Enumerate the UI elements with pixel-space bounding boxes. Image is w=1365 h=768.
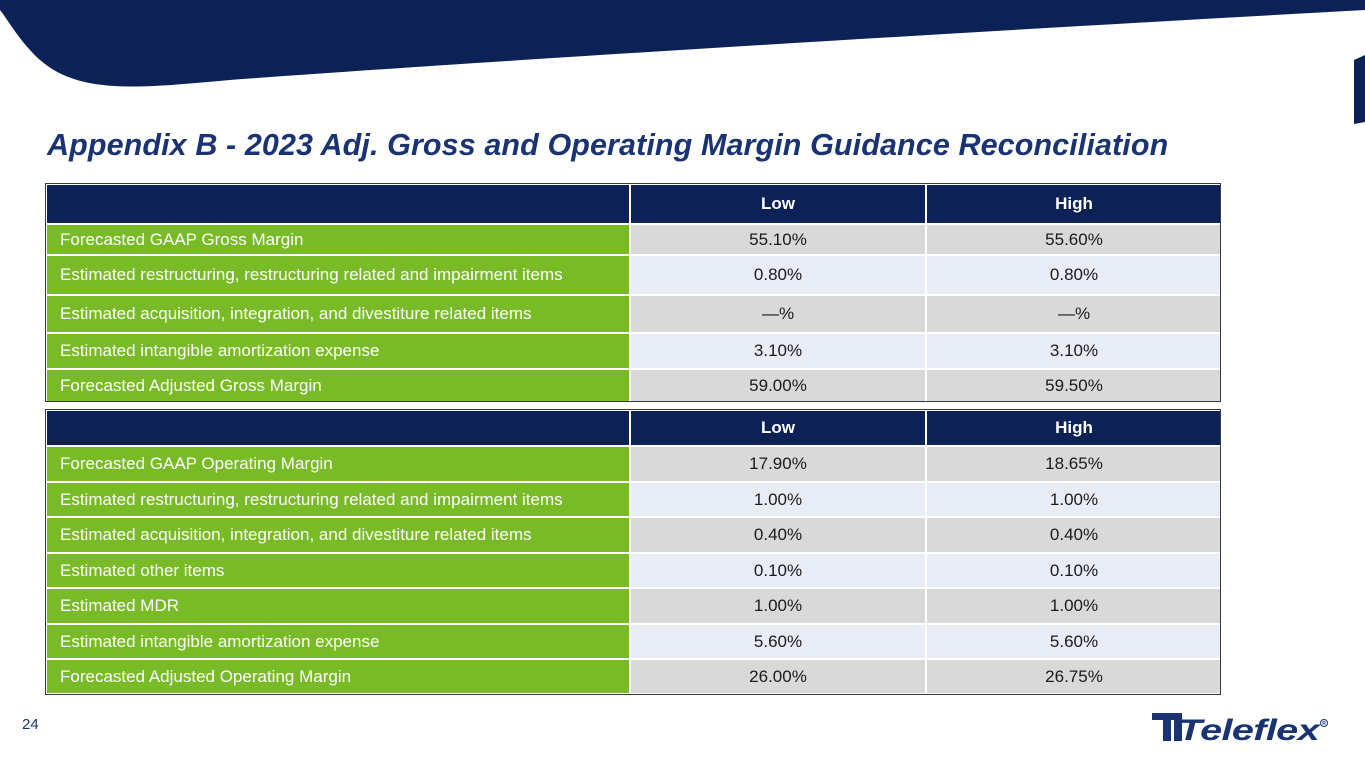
low-value: 0.80% (629, 254, 927, 296)
high-value: 5.60% (925, 623, 1223, 660)
header-high: High (925, 409, 1223, 447)
header-high: High (925, 183, 1223, 225)
gross-margin-table: Low High Forecasted GAAP Gross Margin 55… (45, 183, 1223, 404)
table-row: Estimated other items 0.10% 0.10% (45, 552, 1223, 589)
logo-wordmark: Teleflex (1178, 714, 1321, 744)
row-label: Estimated restructuring, restructuring r… (45, 481, 631, 518)
low-value: 59.00% (629, 368, 927, 404)
teleflex-logo: Teleflex R (1152, 713, 1328, 744)
low-value: 0.10% (629, 552, 927, 589)
row-label: Estimated acquisition, integration, and … (45, 516, 631, 554)
high-value: 0.80% (925, 254, 1223, 296)
low-value: —% (629, 294, 927, 334)
table-row: Estimated restructuring, restructuring r… (45, 254, 1223, 296)
low-value: 0.40% (629, 516, 927, 554)
high-value: 55.60% (925, 223, 1223, 256)
table-row: Estimated restructuring, restructuring r… (45, 481, 1223, 518)
table-header-row: Low High (45, 409, 1223, 447)
header-low: Low (629, 409, 927, 447)
table-row: Estimated intangible amortization expens… (45, 623, 1223, 660)
svg-text:R: R (1322, 721, 1326, 727)
operating-margin-table: Low High Forecasted GAAP Operating Margi… (45, 409, 1223, 695)
table-row: Estimated acquisition, integration, and … (45, 516, 1223, 554)
table-header-row: Low High (45, 183, 1223, 225)
low-value: 3.10% (629, 332, 927, 370)
table-row: Forecasted Adjusted Gross Margin 59.00% … (45, 368, 1223, 404)
high-value: —% (925, 294, 1223, 334)
row-label: Estimated other items (45, 552, 631, 589)
high-value: 59.50% (925, 368, 1223, 404)
page-title: Appendix B - 2023 Adj. Gross and Operati… (47, 128, 1169, 162)
row-label: Forecasted GAAP Gross Margin (45, 223, 631, 256)
low-value: 55.10% (629, 223, 927, 256)
high-value: 0.10% (925, 552, 1223, 589)
high-value: 1.00% (925, 481, 1223, 518)
low-value: 1.00% (629, 481, 927, 518)
row-label: Estimated restructuring, restructuring r… (45, 254, 631, 296)
row-label: Forecasted GAAP Operating Margin (45, 445, 631, 483)
low-value: 26.00% (629, 658, 927, 695)
header-blank-cell (45, 409, 631, 447)
low-value: 5.60% (629, 623, 927, 660)
header-banner (0, 0, 1365, 124)
row-label: Forecasted Adjusted Gross Margin (45, 368, 631, 404)
header-low: Low (629, 183, 927, 225)
table-row: Estimated intangible amortization expens… (45, 332, 1223, 370)
high-value: 0.40% (925, 516, 1223, 554)
low-value: 17.90% (629, 445, 927, 483)
table-row: Estimated acquisition, integration, and … (45, 294, 1223, 334)
high-value: 26.75% (925, 658, 1223, 695)
high-value: 18.65% (925, 445, 1223, 483)
row-label: Estimated intangible amortization expens… (45, 623, 631, 660)
table-row: Estimated MDR 1.00% 1.00% (45, 587, 1223, 625)
table-row: Forecasted GAAP Gross Margin 55.10% 55.6… (45, 223, 1223, 256)
header-blank-cell (45, 183, 631, 225)
row-label: Estimated acquisition, integration, and … (45, 294, 631, 334)
row-label: Estimated intangible amortization expens… (45, 332, 631, 370)
row-label: Forecasted Adjusted Operating Margin (45, 658, 631, 695)
high-value: 3.10% (925, 332, 1223, 370)
low-value: 1.00% (629, 587, 927, 625)
page-number: 24 (22, 716, 39, 733)
row-label: Estimated MDR (45, 587, 631, 625)
table-row: Forecasted GAAP Operating Margin 17.90% … (45, 445, 1223, 483)
high-value: 1.00% (925, 587, 1223, 625)
table-row: Forecasted Adjusted Operating Margin 26.… (45, 658, 1223, 695)
